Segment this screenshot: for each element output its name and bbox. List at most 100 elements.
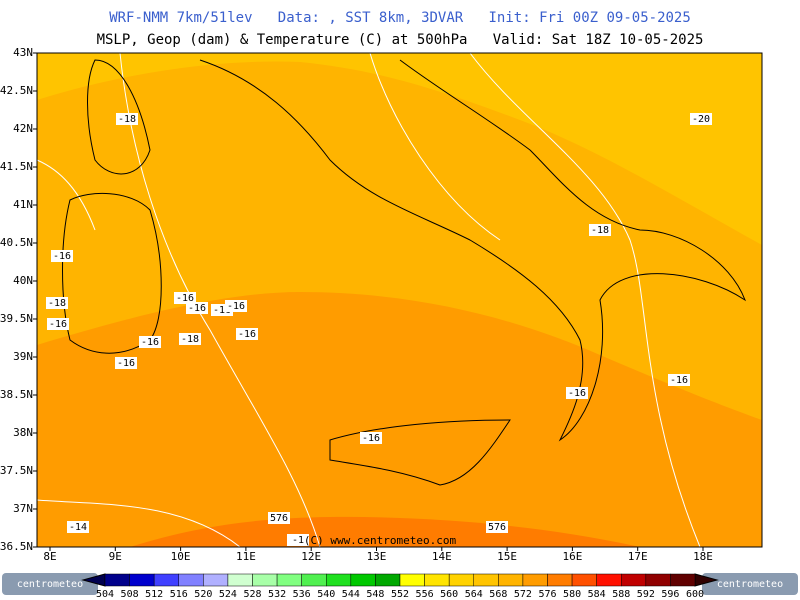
colorbar-label: 568 (489, 589, 507, 600)
lon-label: 12E (301, 550, 321, 563)
lat-label: 41.5N (0, 160, 33, 173)
contour-label: -16 (213, 305, 231, 316)
colorbar-swatch (129, 573, 155, 587)
contour-label: -16 (188, 303, 206, 314)
contour-label-bg (139, 336, 161, 348)
logo-left (2, 573, 98, 595)
contour-label-bg (115, 357, 137, 369)
colorbar-swatch (498, 573, 524, 587)
colorbar-swatch (448, 573, 474, 587)
contour-label-bg (668, 374, 690, 386)
lat-label: 39N (13, 350, 33, 363)
colorbar-label: 584 (588, 589, 606, 600)
contour-label: -16 (49, 319, 67, 330)
colorbar-label: 520 (194, 589, 212, 600)
colorbar-swatch (399, 573, 425, 587)
contour-label: -18 (591, 225, 609, 236)
colorbar-swatch (178, 573, 204, 587)
contour-label-bg (690, 113, 712, 125)
contour-label: -18 (181, 334, 199, 345)
map-frame (36, 52, 763, 548)
lon-label: 9E (109, 550, 122, 563)
colorbar-swatch (326, 573, 352, 587)
contour-label: -1 (292, 535, 304, 546)
colorbar-swatch (424, 573, 450, 587)
colorbar-label: 576 (538, 589, 556, 600)
contour-label: -16 (141, 337, 159, 348)
lat-label: 43N (13, 46, 33, 59)
contour-label: 576 (488, 522, 506, 533)
contour-label-bg (287, 534, 309, 546)
lon-label: 17E (628, 550, 648, 563)
contour-label-bg (51, 250, 73, 262)
title-line2: MSLP, Geop (dam) & Temperature (C) at 50… (97, 32, 704, 48)
colorbar-label: 596 (661, 589, 679, 600)
colorbar-swatch (252, 573, 278, 587)
contour-label: -16 (362, 433, 380, 444)
colorbar-label: 524 (219, 589, 237, 600)
lon-label: 18E (693, 550, 713, 563)
lon-label: 14E (432, 550, 452, 563)
lat-label: 40.5N (0, 236, 33, 249)
field-upper (37, 53, 762, 245)
contour-label-bg (589, 224, 611, 236)
contour-label: -16 (53, 251, 71, 262)
contour-label-bg (566, 387, 588, 399)
colorbar-label: 580 (563, 589, 581, 600)
colorbar-swatch (227, 573, 253, 587)
colorbar-label: 560 (440, 589, 458, 600)
colorbar-label: 600 (686, 589, 704, 600)
contour-label-bg (47, 318, 69, 330)
contour-label: -16 (238, 329, 256, 340)
colorbar-label: 556 (416, 589, 434, 600)
contour-label: -16 (176, 293, 194, 304)
colorbar-label: 536 (293, 589, 311, 600)
lat-label: 38N (13, 426, 33, 439)
lat-label: 38.5N (0, 388, 33, 401)
lon-label: 15E (497, 550, 517, 563)
colorbar-label: 564 (465, 589, 483, 600)
contour-label-bg (486, 521, 508, 533)
colorbar: centrometeo centrometeo 504 508 512 516 520 5… (2, 573, 798, 600)
colorbar-swatch (645, 573, 671, 587)
lon-label: 16E (562, 550, 582, 563)
contour-label-bg (174, 292, 196, 304)
colorbar-label: 508 (121, 589, 139, 600)
lon-label: 8E (43, 550, 56, 563)
colorbar-swatch (547, 573, 573, 587)
title-line1: WRF-NMM 7km/51lev Data: , SST 8km, 3DVAR… (109, 10, 691, 26)
lat-label: 37.5N (0, 464, 33, 477)
colorbar-swatch (473, 573, 499, 587)
colorbar-swatch (522, 573, 548, 587)
lat-label: 40N (13, 274, 33, 287)
credit: (C) www.centrometeo.com (304, 534, 457, 547)
colorbar-label: 548 (366, 589, 384, 600)
colorbar-label: 588 (612, 589, 630, 600)
colorbar-swatch (104, 573, 130, 587)
contour-label: -16 (117, 358, 135, 369)
contour-label: -18 (118, 114, 136, 125)
colorbar-label: 592 (637, 589, 655, 600)
isotherms (36, 52, 701, 548)
lat-label: 39.5N (0, 312, 33, 325)
contour-label-bg (46, 297, 68, 309)
colorbar-swatch (670, 573, 696, 587)
lon-label: 13E (367, 550, 387, 563)
colorbar-label: 540 (317, 589, 335, 600)
axes: 43N 42.5N 42N 41.5N 41N 40.5N 40N 39.5N 39N 38.5N… (0, 46, 713, 563)
map-field: -18 -20-16-18-18-16-16-16 -16-16-16-16 -18-… (36, 52, 763, 548)
contour-label-bg (360, 432, 382, 444)
lat-label: 42N (13, 122, 33, 135)
contour-label-bg (67, 521, 89, 533)
lat-label: 41N (13, 198, 33, 211)
contour-label-bg (186, 302, 208, 314)
lat-label: 42.5N (0, 84, 33, 97)
contour-label: -20 (692, 114, 710, 125)
contour-label: -16 (568, 388, 586, 399)
contour-label: -14 (69, 522, 87, 533)
contour-label-bg (116, 113, 138, 125)
colorbar-label: 504 (96, 589, 114, 600)
contour-label-bg (179, 333, 201, 345)
